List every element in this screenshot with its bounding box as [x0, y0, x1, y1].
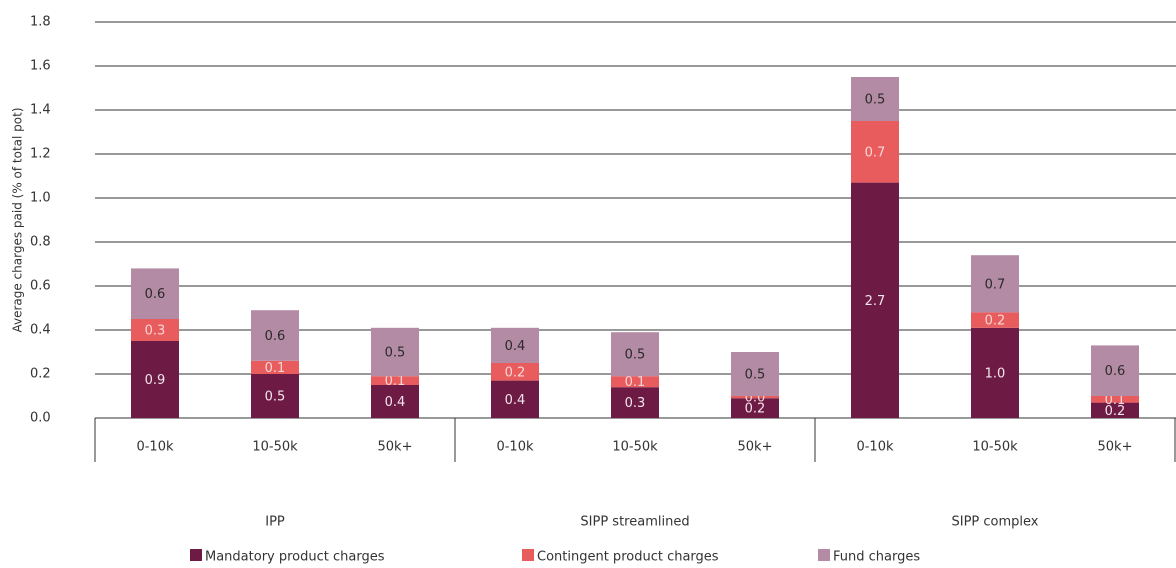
x-tick-label: 0-10k [136, 440, 174, 455]
bar-segment [251, 360, 299, 374]
bar-segment [851, 182, 899, 418]
group-label: SIPP streamlined [580, 515, 689, 530]
x-tick-label: 0-10k [856, 440, 894, 455]
x-tick-label: 50k+ [738, 440, 773, 455]
bar-segment [851, 121, 899, 183]
legend-label: Contingent product charges [537, 550, 719, 565]
y-tick-label: 0.8 [30, 235, 51, 250]
y-tick-label: 1.4 [30, 103, 51, 118]
x-tick-label: 0-10k [496, 440, 534, 455]
bar-segment [611, 387, 659, 418]
y-tick-label: 0.6 [30, 279, 51, 294]
bar-segment [851, 77, 899, 121]
data-label: 0.5 [385, 346, 406, 361]
data-label: 0.5 [745, 368, 766, 383]
bar-segment [131, 268, 179, 319]
data-label: 0.1 [625, 375, 646, 390]
bar-segment [371, 385, 419, 418]
bar-segment [1091, 402, 1139, 418]
y-tick-label: 1.6 [30, 59, 51, 74]
data-label: 0.2 [985, 314, 1006, 329]
bar-segment [731, 398, 779, 418]
bar-segment [971, 312, 1019, 328]
bar-segment [1091, 396, 1139, 403]
data-label: 0.7 [865, 145, 886, 160]
legend-label: Fund charges [833, 550, 920, 565]
data-label: 0.4 [505, 393, 526, 408]
y-tick-label: 0.2 [30, 367, 51, 382]
y-tick-label: 1.0 [30, 191, 51, 206]
bar-segment [491, 327, 539, 363]
data-label: 0.5 [865, 93, 886, 108]
data-label: 0.2 [505, 365, 526, 380]
data-label: 0.2 [745, 402, 766, 417]
legend-swatch [190, 549, 202, 561]
bar-segment [131, 341, 179, 418]
y-tick-label: 0.0 [30, 411, 51, 426]
data-label: 0.3 [145, 324, 166, 339]
y-axis-label: Average charges paid (% of total pot) [11, 107, 25, 332]
group-label: SIPP complex [952, 515, 1039, 530]
data-label: 0.3 [625, 396, 646, 411]
bar-segment [491, 380, 539, 418]
x-tick-label: 10-50k [252, 440, 298, 455]
bar-segment [371, 376, 419, 385]
bar-segment [1091, 345, 1139, 396]
y-tick-label: 0.4 [30, 323, 51, 338]
data-label: 0.1 [385, 374, 406, 389]
data-label: 0.2 [1105, 404, 1126, 419]
x-tick-label: 10-50k [972, 440, 1018, 455]
data-label: 0.5 [625, 348, 646, 363]
data-label: 0.6 [265, 329, 286, 344]
y-tick-label: 1.8 [30, 15, 51, 30]
data-label: 0.4 [505, 339, 526, 354]
bar-segment [731, 396, 779, 399]
x-tick-label: 50k+ [378, 440, 413, 455]
bar-segment [251, 310, 299, 361]
data-label: 0.6 [145, 287, 166, 302]
data-label: 0.1 [1105, 393, 1126, 408]
data-label: 0.1 [265, 361, 286, 376]
bar-segment [971, 327, 1019, 418]
data-label: 2.7 [865, 294, 886, 309]
bar-segment [731, 352, 779, 396]
legend-label: Mandatory product charges [205, 550, 385, 565]
data-label: 1.0 [985, 366, 1006, 381]
bar-segment [611, 376, 659, 388]
bar-segment [491, 363, 539, 381]
bar-segment [131, 319, 179, 341]
bar-segment [371, 327, 419, 377]
x-tick-label: 50k+ [1098, 440, 1133, 455]
bar-segment [611, 332, 659, 377]
data-label: 0.5 [265, 390, 286, 405]
legend-swatch [522, 549, 534, 561]
group-label: IPP [265, 515, 285, 530]
data-label: 0.9 [145, 373, 166, 388]
bar-segment [251, 374, 299, 418]
legend-swatch [818, 549, 830, 561]
y-tick-label: 1.2 [30, 147, 51, 162]
bar-segment [971, 255, 1019, 313]
data-label: 0.7 [985, 277, 1006, 292]
data-label: 0.4 [385, 395, 406, 410]
x-tick-label: 10-50k [612, 440, 658, 455]
data-label: 0.6 [1105, 364, 1126, 379]
